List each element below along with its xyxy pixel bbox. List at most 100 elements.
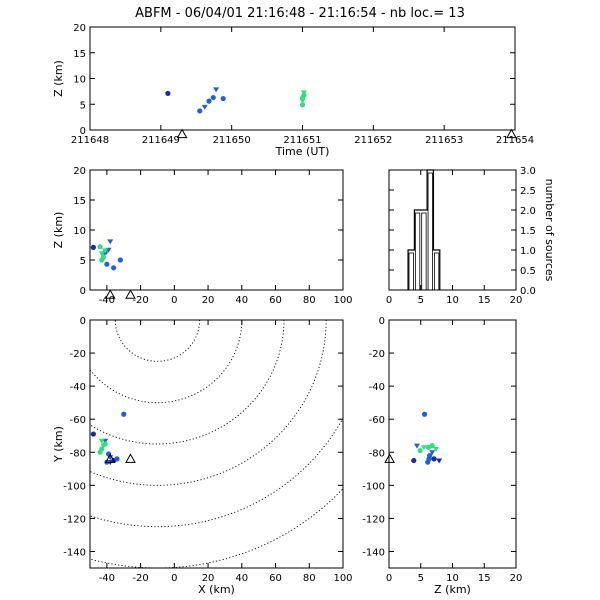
source-point <box>104 261 110 267</box>
x-tick-label: 20 <box>510 295 523 306</box>
y-tick-label: -60 <box>369 415 385 426</box>
data-marks <box>90 239 136 299</box>
source-point <box>421 411 428 417</box>
source-point <box>97 244 103 250</box>
histogram-bar <box>427 172 433 291</box>
y-axis-label: number of sources <box>543 179 556 282</box>
y-tick-label: 2.0 <box>520 206 536 217</box>
y-tick-label: -40 <box>70 382 86 393</box>
x-tick-label: 10 <box>446 573 459 584</box>
x-tick-label: 211651 <box>283 135 321 146</box>
x-tick-label: 5 <box>418 573 424 584</box>
range-ring <box>90 320 327 486</box>
x-tick-label: 20 <box>510 573 523 584</box>
x-tick-label: 5 <box>418 295 424 306</box>
x-tick-label: 10 <box>446 295 459 306</box>
y-tick-label: -20 <box>369 349 385 360</box>
source-point <box>429 450 436 456</box>
station-triangle <box>506 128 517 139</box>
station-triangle <box>125 453 136 463</box>
source-point <box>165 90 171 97</box>
y-tick-label: 10 <box>73 226 86 237</box>
y-tick-label: 5 <box>80 256 86 267</box>
x-tick-label: 100 <box>333 295 352 306</box>
x-tick-label: 0 <box>386 295 392 306</box>
y-tick-label: 0 <box>80 286 86 297</box>
x-tick-label: 211649 <box>142 135 180 146</box>
y-tick-label: 1.5 <box>520 226 536 237</box>
source-point <box>90 431 96 437</box>
y-tick-label: -40 <box>369 382 385 393</box>
y-tick-label: 3.0 <box>520 166 536 177</box>
x-tick-label: -40 <box>99 573 115 584</box>
axis-frame <box>89 26 516 131</box>
y-tick-label: 10 <box>73 75 86 86</box>
y-tick-label: -100 <box>362 481 385 492</box>
station-triangle <box>104 289 116 299</box>
source-point <box>98 438 105 444</box>
y-tick-label: 15 <box>73 49 86 60</box>
y-tick-label: 2.5 <box>520 186 536 197</box>
x-axis-label: Z (km) <box>434 583 471 596</box>
x-tick-label: 211648 <box>71 135 109 146</box>
y-tick-label: -80 <box>369 448 385 459</box>
y-tick-label: 15 <box>73 196 86 207</box>
source-point <box>114 456 120 462</box>
source-point <box>432 446 439 452</box>
source-point <box>90 244 96 250</box>
y-tick-label: 5 <box>80 100 86 111</box>
source-point <box>111 265 117 271</box>
source-point <box>99 257 105 263</box>
panel-plan_view: -40 -20 0 20 40 60 80 100 -140 -120 -100 -80 -60 -40 -… <box>52 316 353 596</box>
x-tick-label: 40 <box>235 295 248 306</box>
histogram-bar <box>414 212 421 291</box>
x-tick-label: 0 <box>386 573 392 584</box>
source-point <box>411 457 417 464</box>
data-marks <box>165 87 517 139</box>
y-tick-label: 1.0 <box>520 246 536 257</box>
x-tick-label: 60 <box>269 295 282 306</box>
source-point <box>431 456 437 462</box>
y-tick-label: 20 <box>73 23 86 34</box>
source-point <box>197 108 203 114</box>
source-point <box>206 98 212 104</box>
histogram-bar <box>421 212 427 291</box>
y-axis-label: Z (km) <box>52 60 65 97</box>
x-tick-label: 0 <box>171 573 177 584</box>
x-tick-label: 20 <box>202 573 215 584</box>
source-point <box>107 239 114 245</box>
panel-time_height: 211648 211649 211650 211651 211652 211653 2116… <box>52 23 534 158</box>
source-point <box>121 411 127 417</box>
axis-frame <box>89 169 344 291</box>
y-tick-label: 0.5 <box>520 266 536 277</box>
source-point <box>417 448 423 454</box>
y-tick-label: 0 <box>80 316 86 327</box>
x-tick-label: 211652 <box>354 135 392 146</box>
y-tick-label: -20 <box>70 349 86 360</box>
source-point <box>102 248 109 254</box>
x-tick-label: 15 <box>478 295 491 306</box>
y-tick-label: -140 <box>362 547 385 558</box>
y-axis-label: Z (km) <box>52 212 65 249</box>
x-tick-label: -20 <box>132 573 148 584</box>
y-tick-label: 20 <box>73 166 86 177</box>
station-triangle <box>384 453 395 463</box>
y-axis-label: Y (km) <box>52 426 65 463</box>
source-point <box>426 456 432 462</box>
histogram-bar <box>408 252 414 291</box>
panel-height_histogram: 0 5 10 15 200.0 0.5 1.0 1.5 2.0 2.5 3.0 number of s… <box>386 166 556 306</box>
x-axis-label: X (km) <box>198 583 235 596</box>
y-tick-label: -140 <box>63 547 86 558</box>
source-point <box>429 443 435 449</box>
y-tick-label: 0.0 <box>520 286 536 297</box>
panel-x_height: -40 -20 0 20 40 60 80 100 0 5 10 15 20 Z (km) <box>52 166 353 306</box>
x-tick-label: -20 <box>132 295 148 306</box>
data-marks <box>384 411 443 465</box>
x-tick-label: 40 <box>235 573 248 584</box>
range-ring <box>114 320 201 362</box>
station-triangle <box>176 128 188 139</box>
source-point <box>299 102 306 108</box>
x-tick-label: 80 <box>303 573 316 584</box>
y-tick-label: -120 <box>362 514 385 525</box>
x-tick-label: 211653 <box>425 135 463 146</box>
